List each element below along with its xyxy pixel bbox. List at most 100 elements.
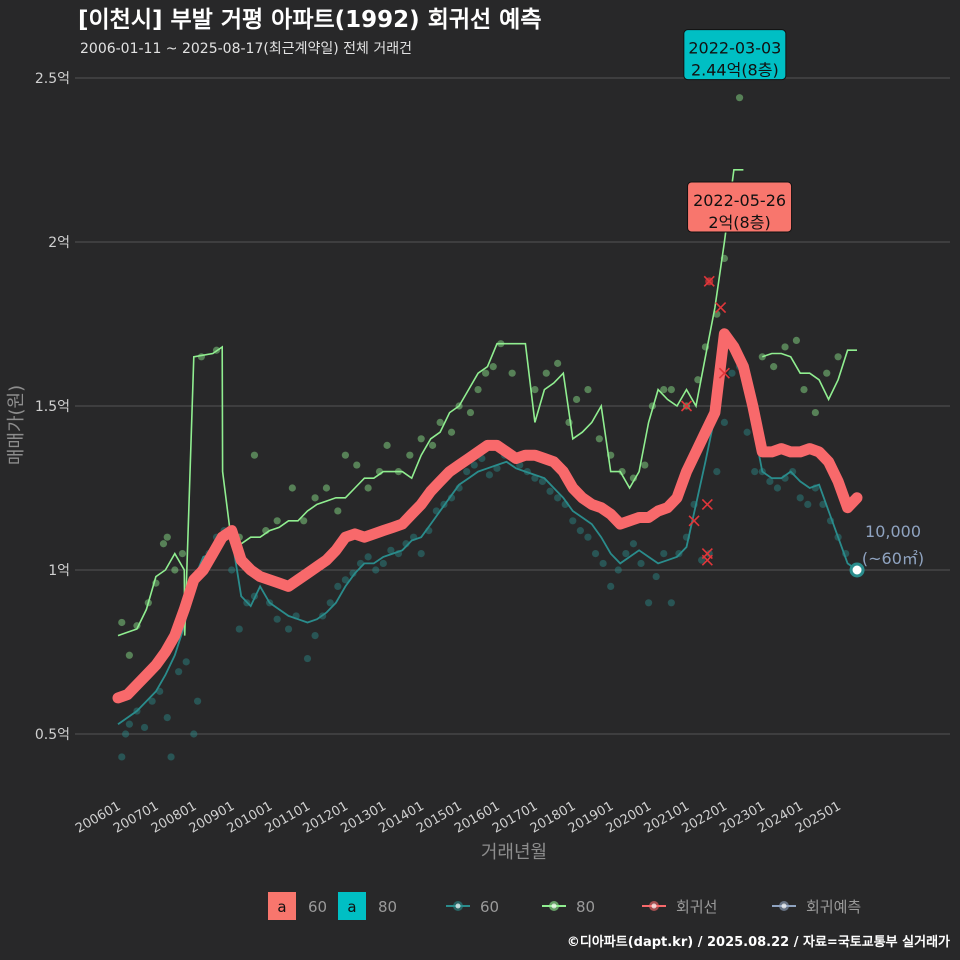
scatter-point-80: [618, 468, 626, 476]
scatter-point-80: [554, 359, 562, 367]
x-axis-label: 거래년월: [481, 842, 547, 863]
legend-key-box: [338, 892, 366, 920]
scatter-point-80: [474, 386, 482, 394]
scatter-point-60: [326, 599, 334, 607]
scatter-point-60: [175, 668, 183, 676]
scatter-point-60: [182, 658, 190, 666]
scatter-point-60: [591, 550, 600, 558]
scatter-point-60: [766, 477, 774, 486]
scatter-point-60: [667, 599, 675, 607]
scatter-point-60: [660, 550, 668, 558]
scatter-point-80: [667, 386, 675, 394]
scatter-point-60: [637, 559, 645, 568]
scatter-point-80: [364, 484, 372, 492]
scatter-point-80: [792, 336, 801, 344]
series-line-regression: [112, 328, 863, 704]
scatter-point-60: [387, 546, 395, 554]
scatter-point-60: [796, 494, 804, 502]
scatter-point-80: [629, 474, 638, 482]
scatter-point-60: [125, 720, 133, 728]
scatter-point-80: [466, 408, 475, 417]
scatter-point-80: [542, 369, 550, 377]
scatter-point-80: [781, 343, 789, 351]
legend-dot-inner: [651, 903, 657, 909]
scatter-point-80: [584, 386, 592, 394]
legend-label: 80: [576, 898, 595, 916]
scatter-point-80: [811, 408, 819, 417]
legend-key-text: a: [277, 898, 286, 916]
scatter-point-80: [508, 369, 516, 377]
scatter-point-80: [118, 618, 126, 627]
scatter-point-80: [273, 517, 281, 525]
scatter-point-60: [284, 625, 293, 633]
highlight-marker-60: [680, 400, 693, 412]
scatter-point-80: [341, 451, 349, 459]
annotation-date: 2022-05-26: [693, 191, 786, 210]
y-tick-label: 1억: [48, 563, 70, 579]
scatter-point-60: [554, 494, 562, 502]
scatter-point-80: [406, 451, 414, 459]
highlight-marker-60: [701, 498, 713, 510]
legend-dot-inner: [551, 903, 557, 909]
scatter-point-80: [447, 428, 456, 436]
legend-label: 60: [308, 898, 327, 916]
legend-label: 회귀예측: [806, 898, 861, 916]
annotation-value: 2.44억(8층): [691, 61, 779, 80]
series-line-80: [117, 169, 744, 637]
scatter-point-80: [163, 533, 171, 541]
last-value-area: (~60㎡): [862, 549, 924, 568]
scatter-point-80: [428, 441, 437, 449]
highlight-marker-80: [703, 275, 715, 287]
scatter-point-80: [770, 363, 778, 371]
scatter-point-60: [743, 428, 751, 436]
scatter-point-60: [599, 559, 607, 568]
scatter-point-80: [322, 484, 331, 492]
scatter-point-60: [447, 494, 456, 502]
highlight-layer: [680, 200, 738, 566]
scatter-point-60: [303, 654, 312, 663]
scatter-point-80: [823, 369, 831, 377]
scatter-point-60: [334, 582, 342, 591]
scatter-point-80: [531, 386, 539, 394]
scatter-point-60: [372, 566, 380, 574]
scatter-point-80: [334, 507, 342, 515]
scatter-point-60: [470, 461, 478, 469]
scatter-point-80: [660, 386, 668, 394]
scatter-point-60: [713, 468, 721, 476]
legend: a 60 a 80 60 80 회귀선 회귀예측: [268, 892, 861, 920]
annotation-date: 2022-03-03: [688, 39, 781, 58]
scatter-point-60: [485, 471, 494, 479]
scatter-point-80: [417, 435, 425, 443]
scatter-point-60: [118, 753, 126, 761]
scatter-point-60: [311, 632, 319, 640]
y-axis-label: 매매가(원): [6, 385, 27, 465]
scatter-point-80: [735, 94, 744, 102]
scatter-point-60: [569, 517, 577, 525]
scatter-point-60: [720, 418, 729, 426]
scatter-point-80: [595, 435, 603, 443]
scatter-point-60: [804, 500, 812, 508]
scatter-point-80: [694, 376, 702, 384]
scatter-point-60: [148, 697, 156, 705]
y-tick-label: 1.5억: [35, 399, 70, 415]
scatter-point-80: [489, 363, 497, 371]
legend-dot-inner: [781, 903, 787, 909]
scatter-point-60: [364, 553, 372, 561]
scatter-point-80: [572, 395, 581, 404]
scatter-point-60: [576, 527, 584, 535]
scatter-point-60: [584, 533, 592, 541]
chart-title: [이천시] 부발 거평 아파트(1992) 회귀선 예측: [78, 7, 542, 33]
scatter-point-60: [789, 468, 797, 476]
legend-key-text: a: [347, 898, 356, 916]
scatter-point-60: [645, 599, 653, 607]
scatter-point-60: [235, 625, 243, 633]
scatter-point-60: [629, 540, 638, 548]
highlight-marker-60: [718, 367, 730, 379]
scatter-point-60: [163, 714, 171, 722]
scatter-point-80: [125, 651, 133, 659]
scatter-point-80: [800, 386, 808, 394]
scatter-point-80: [482, 369, 490, 377]
scatter-point-80: [834, 353, 842, 361]
scatter-point-60: [341, 576, 349, 584]
scatter-point-60: [607, 582, 615, 591]
